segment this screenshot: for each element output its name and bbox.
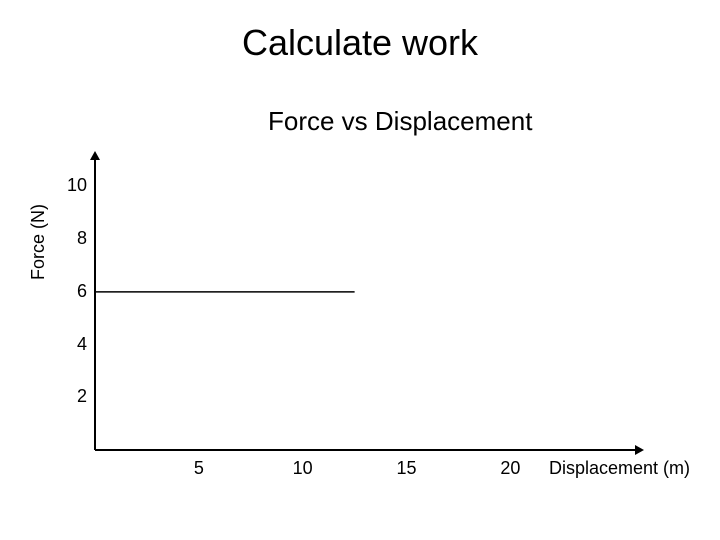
y-tick: 4: [57, 334, 87, 355]
x-tick: 15: [392, 458, 422, 479]
chart-plot: [0, 0, 720, 540]
y-tick: 8: [57, 228, 87, 249]
y-tick: 2: [57, 386, 87, 407]
x-tick: 20: [495, 458, 525, 479]
y-tick: 6: [57, 281, 87, 302]
x-tick: 10: [288, 458, 318, 479]
x-tick: 5: [184, 458, 214, 479]
y-tick: 10: [57, 175, 87, 196]
